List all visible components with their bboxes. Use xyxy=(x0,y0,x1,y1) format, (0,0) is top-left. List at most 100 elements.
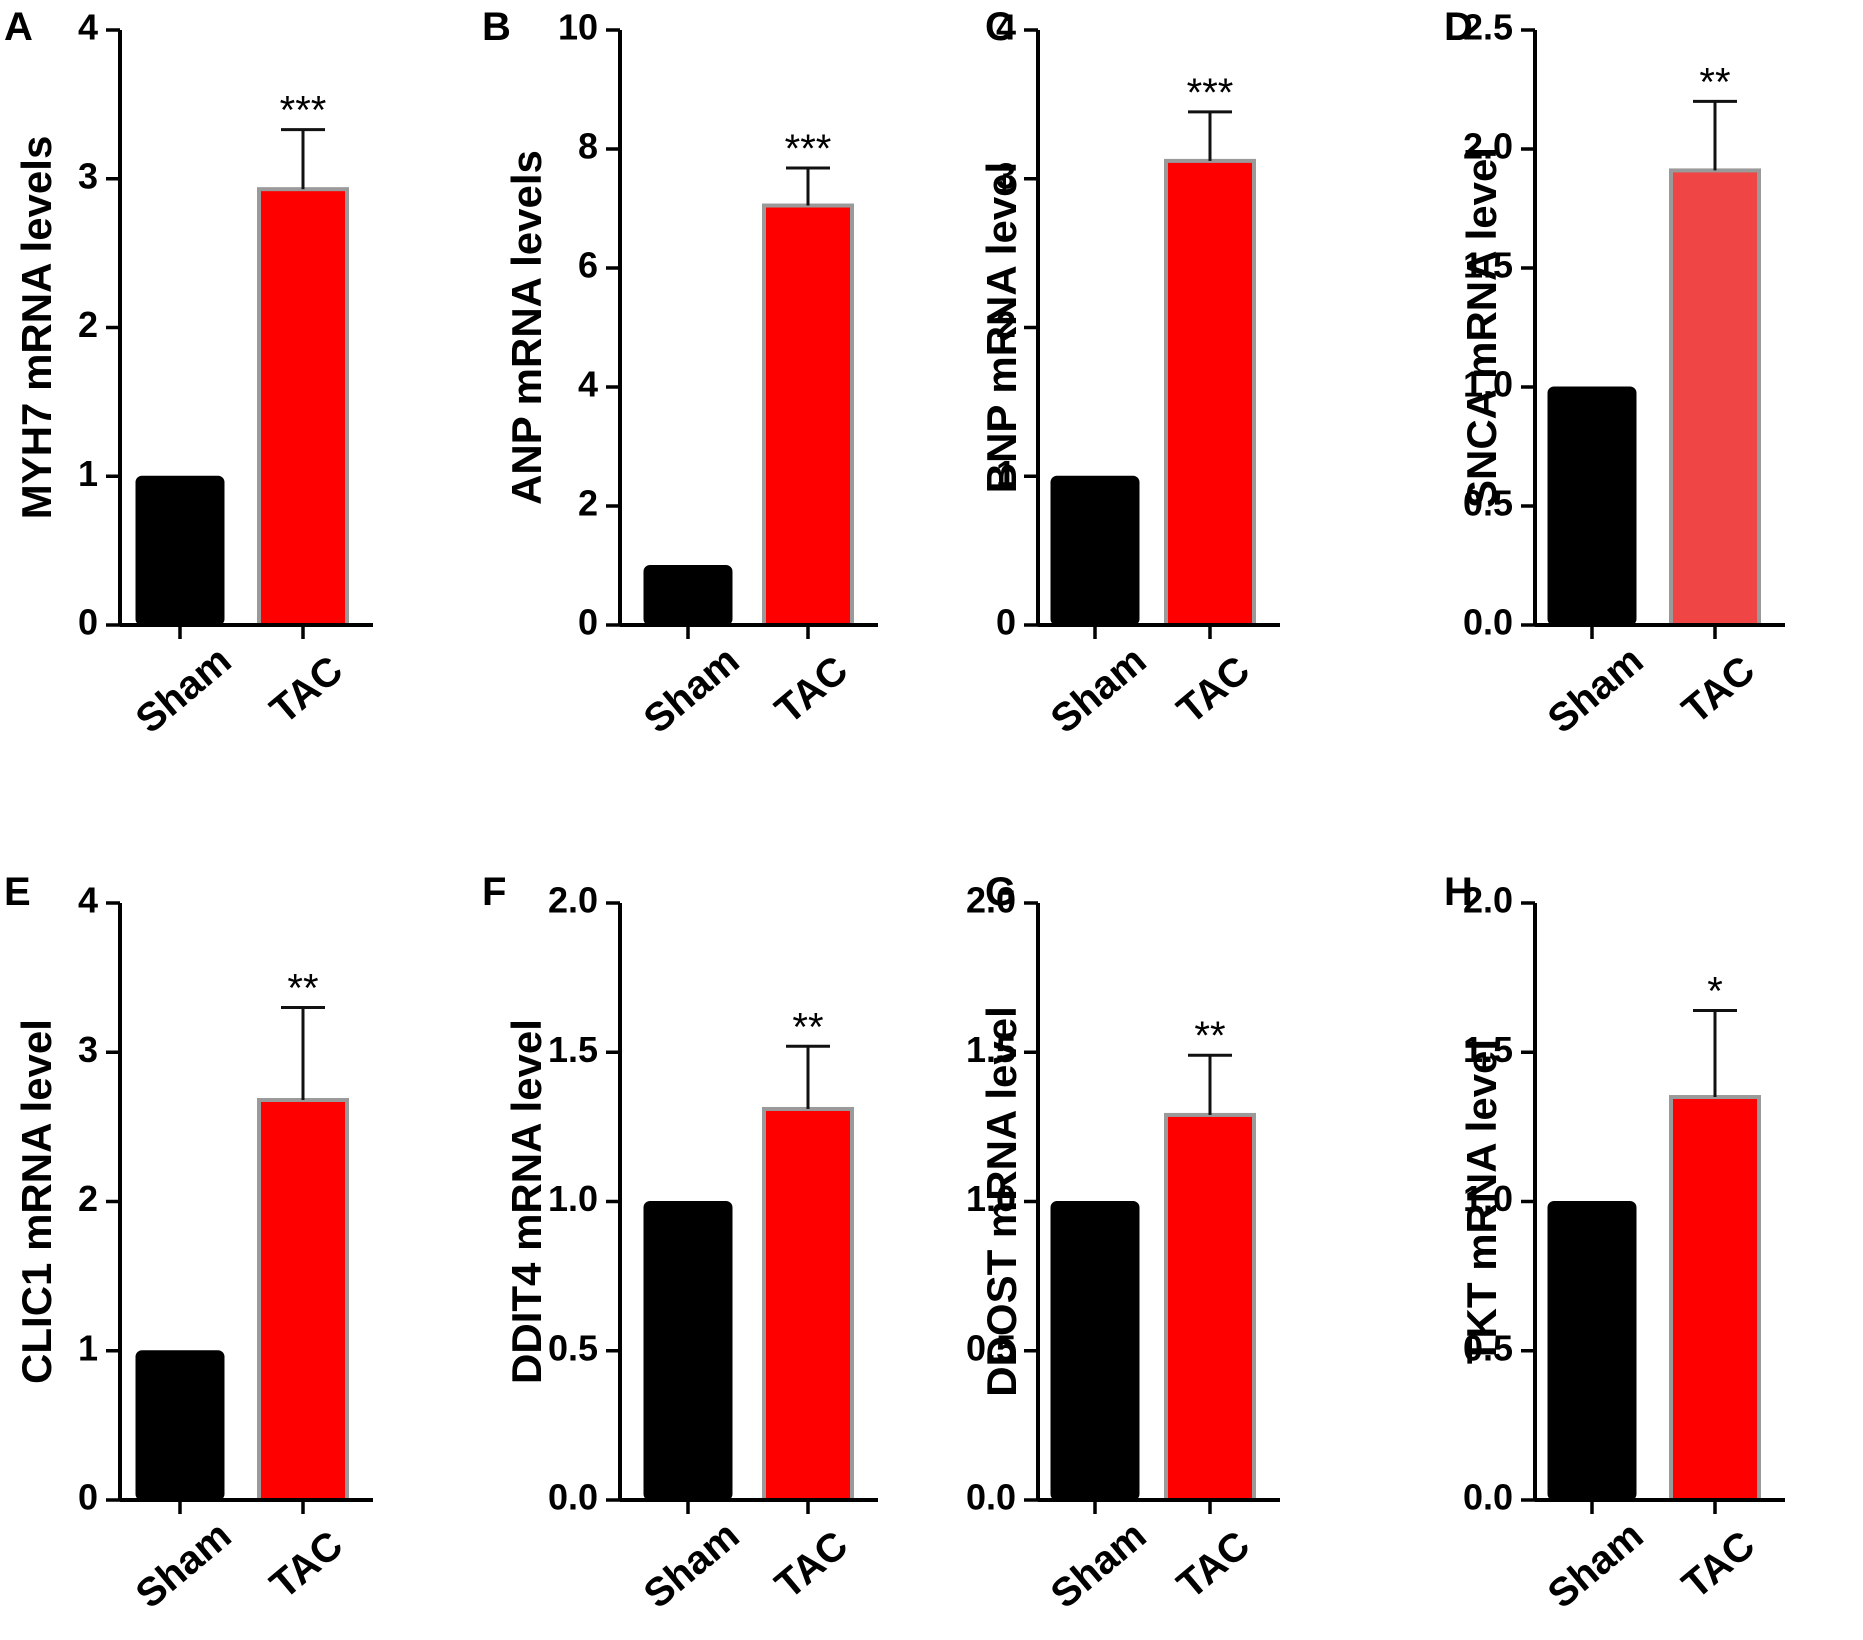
y-tick-label: 0.0 xyxy=(1463,1477,1513,1518)
panel-letter: H xyxy=(1444,870,1473,914)
significance-marker: * xyxy=(1707,969,1723,1013)
panel-letter: A xyxy=(4,5,33,49)
panel-c: C BNP mRNA level Sham *** TAC 0 1 2 3 4 xyxy=(978,5,1280,742)
y-tick-label: 4 xyxy=(78,7,98,48)
y-axis-label: SNCA mRNA level xyxy=(1458,147,1505,508)
y-axis-label: TKT mRNA level xyxy=(1458,1039,1505,1364)
y-tick-label: 1 xyxy=(996,453,1016,494)
panel-letter: B xyxy=(482,5,511,49)
y-tick-label: 2 xyxy=(78,1178,98,1219)
y-tick-label: 3 xyxy=(78,1029,98,1070)
y-tick-label: 3 xyxy=(996,155,1016,196)
x-tick-label-sham: Sham xyxy=(636,638,748,742)
y-axis-label: DDOST mRNA level xyxy=(978,1006,1025,1397)
y-tick-label: 0.0 xyxy=(966,1477,1016,1518)
y-tick-label: 2 xyxy=(996,304,1016,345)
y-axis-label: BNP mRNA level xyxy=(978,162,1025,493)
y-tick-label: 0 xyxy=(78,602,98,643)
panel-b: B ANP mRNA levels Sham *** TAC 0 2 4 6 8 10 xyxy=(482,5,878,742)
y-tick-label: 0 xyxy=(78,1477,98,1518)
y-tick-label: 2 xyxy=(78,304,98,345)
panel-d: D SNCA mRNA level Sham ** TAC 0.0 0.5 1.0 1.5 2.0… xyxy=(1444,5,1785,742)
bar-sham xyxy=(1050,475,1140,626)
bar-sham xyxy=(643,1201,733,1501)
x-tick-label-tac: TAC xyxy=(767,1523,856,1608)
y-tick-label: 0.5 xyxy=(1463,1327,1513,1368)
x-tick-label-tac: TAC xyxy=(1674,1523,1763,1608)
panel-a: A MYH7 mRNA levels Sham *** TAC 0 1 2 3 4 xyxy=(4,5,373,742)
y-tick-label: 1 xyxy=(78,1327,98,1368)
y-tick-label: 0 xyxy=(996,602,1016,643)
y-tick-label: 2.0 xyxy=(548,880,598,921)
panel-h: H TKT mRNA level Sham * TAC 0.0 0.5 1.0 1.5 2.0 xyxy=(1444,870,1785,1617)
significance-marker: *** xyxy=(280,89,327,133)
significance-marker: ** xyxy=(1699,60,1730,104)
bar-tac xyxy=(257,1098,349,1502)
y-tick-label: 2.0 xyxy=(966,880,1016,921)
y-tick-label: 3 xyxy=(78,155,98,196)
x-tick-label-sham: Sham xyxy=(128,638,240,742)
panel-letter: F xyxy=(482,870,506,914)
panel-letter: D xyxy=(1444,5,1473,49)
panel-letter: E xyxy=(4,870,31,914)
x-tick-label-sham: Sham xyxy=(128,1513,240,1617)
y-tick-label: 0 xyxy=(578,602,598,643)
y-tick-label: 4 xyxy=(78,880,98,921)
y-tick-label: 1.5 xyxy=(966,1029,1016,1070)
y-tick-label: 1.5 xyxy=(548,1029,598,1070)
panel-g: G DDOST mRNA level Sham ** TAC 0.0 0.5 1.0 1.5 2.… xyxy=(966,870,1280,1617)
y-tick-label: 0.0 xyxy=(1463,602,1513,643)
significance-marker: *** xyxy=(785,127,832,171)
x-tick-label-sham: Sham xyxy=(1540,1513,1652,1617)
x-tick-label-sham: Sham xyxy=(1540,638,1652,742)
bar-tac xyxy=(1164,1112,1256,1503)
x-tick-label-tac: TAC xyxy=(262,648,351,733)
panel-letter: G xyxy=(985,870,1016,914)
y-axis-label: MYH7 mRNA levels xyxy=(13,136,60,520)
y-tick-label: 2.0 xyxy=(1463,880,1513,921)
y-tick-label: 2 xyxy=(578,483,598,524)
y-tick-label: 2.0 xyxy=(1463,126,1513,167)
y-tick-label: 1 xyxy=(78,453,98,494)
y-tick-label: 2.5 xyxy=(1463,7,1513,48)
panel-letter: C xyxy=(985,5,1014,49)
bar-tac xyxy=(257,187,349,627)
y-tick-label: 1.0 xyxy=(966,1178,1016,1219)
y-tick-label: 1.0 xyxy=(548,1178,598,1219)
y-axis-label: ANP mRNA levels xyxy=(503,150,550,505)
bar-tac xyxy=(1669,168,1761,627)
y-tick-label: 1.0 xyxy=(1463,1178,1513,1219)
bar-tac xyxy=(1669,1095,1761,1503)
y-tick-label: 0.5 xyxy=(1463,483,1513,524)
y-tick-label: 1.5 xyxy=(1463,1029,1513,1070)
significance-marker: ** xyxy=(792,1005,823,1049)
y-tick-label: 4 xyxy=(578,364,598,405)
x-tick-label-sham: Sham xyxy=(1043,638,1155,742)
y-tick-label: 6 xyxy=(578,245,598,286)
bar-sham xyxy=(1547,386,1637,626)
x-tick-label-tac: TAC xyxy=(262,1523,351,1608)
bar-sham xyxy=(1547,1201,1637,1501)
y-axis-label: CLIC1 mRNA level xyxy=(13,1019,60,1384)
bar-tac xyxy=(762,1106,854,1502)
bar-sham xyxy=(135,1350,225,1501)
y-tick-label: 0.5 xyxy=(966,1327,1016,1368)
panel-e: E CLIC1 mRNA level Sham ** TAC 0 1 2 3 4 xyxy=(4,870,373,1617)
y-tick-label: 8 xyxy=(578,126,598,167)
x-tick-label-sham: Sham xyxy=(636,1513,748,1617)
y-tick-label: 0.5 xyxy=(548,1327,598,1368)
y-tick-label: 0.0 xyxy=(548,1477,598,1518)
bar-tac xyxy=(1164,158,1256,627)
bar-sham xyxy=(1050,1201,1140,1501)
y-tick-label: 1.5 xyxy=(1463,245,1513,286)
bar-sham xyxy=(135,475,225,626)
significance-marker: ** xyxy=(1194,1014,1225,1058)
x-tick-label-tac: TAC xyxy=(1169,1523,1258,1608)
x-tick-label-tac: TAC xyxy=(1674,648,1763,733)
y-tick-label: 4 xyxy=(996,7,1016,48)
bar-sham xyxy=(643,565,733,626)
x-tick-label-tac: TAC xyxy=(1169,648,1258,733)
y-axis-label: DDIT4 mRNA level xyxy=(503,1019,550,1384)
panel-f: F DDIT4 mRNA level Sham ** TAC 0.0 0.5 1.0 1.5 2.… xyxy=(482,870,878,1617)
